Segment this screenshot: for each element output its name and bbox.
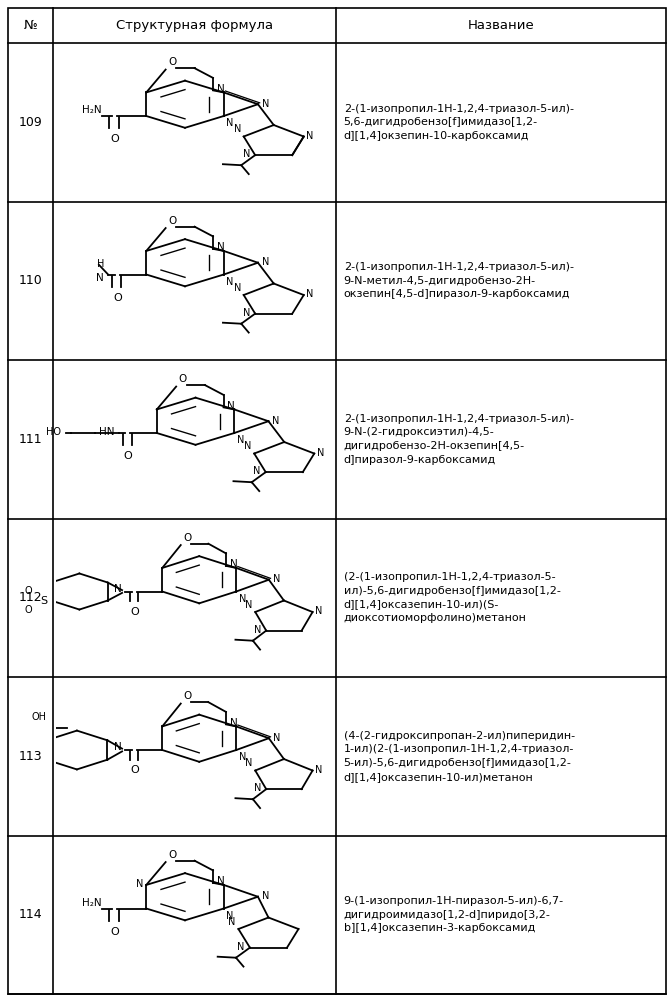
Text: N: N (254, 783, 261, 793)
Text: N: N (227, 401, 235, 411)
Text: O: O (110, 927, 119, 937)
Text: O: O (25, 586, 32, 596)
Text: N: N (245, 758, 253, 768)
Text: O: O (183, 691, 192, 701)
Text: H₂N: H₂N (82, 898, 101, 908)
Text: 110: 110 (19, 274, 42, 287)
Text: N: N (262, 99, 269, 109)
Text: N: N (253, 466, 261, 476)
Text: N: N (226, 911, 234, 921)
Text: N: N (230, 559, 237, 569)
Text: H₂N: H₂N (82, 105, 101, 115)
Text: N: N (315, 606, 323, 616)
Text: N: N (114, 742, 122, 752)
Text: N: N (234, 283, 241, 293)
Text: N: N (217, 876, 224, 886)
Text: N: N (217, 84, 224, 94)
Text: N: N (237, 942, 245, 952)
Text: N: N (239, 752, 246, 762)
Text: O: O (168, 57, 177, 67)
Text: O: O (168, 216, 177, 226)
Text: 2-(1-изопропил-1Н-1,2,4-триазол-5-ил)-
9-N-(2-гидроксиэтил)-4,5-
дигидробензо-2Н: 2-(1-изопропил-1Н-1,2,4-триазол-5-ил)- 9… (343, 414, 574, 465)
Text: N: N (97, 273, 104, 283)
Text: N: N (273, 733, 280, 743)
Text: N: N (317, 448, 325, 458)
Text: S: S (40, 596, 47, 606)
Text: 9-(1-изопропил-1Н-пиразол-5-ил)-6,7-
дигидроимидазо[1,2-d]пиридо[3,2-
b][1,4]окс: 9-(1-изопропил-1Н-пиразол-5-ил)-6,7- диг… (343, 896, 564, 933)
Text: O: O (130, 607, 139, 617)
Text: N: N (136, 879, 144, 889)
Text: O: O (124, 451, 132, 461)
Text: H: H (97, 259, 104, 269)
Text: 114: 114 (19, 908, 42, 921)
Text: N: N (228, 917, 236, 927)
Text: N: N (273, 574, 280, 584)
Text: 111: 111 (19, 433, 42, 446)
Text: Название: Название (468, 19, 534, 32)
Text: N: N (306, 289, 314, 299)
Text: 2-(1-изопропил-1Н-1,2,4-триазол-5-ил)-
9-N-метил-4,5-дигидробензо-2Н-
окзепин[4,: 2-(1-изопропил-1Н-1,2,4-триазол-5-ил)- 9… (343, 262, 574, 299)
Text: N: N (226, 118, 234, 128)
Text: N: N (237, 435, 244, 445)
Text: O: O (113, 293, 122, 303)
Text: (2-(1-изопропил-1Н-1,2,4-триазол-5-
ил)-5,6-дигидробензо[f]имидазо[1,2-
d][1,4]о: (2-(1-изопропил-1Н-1,2,4-триазол-5- ил)-… (343, 572, 560, 623)
Text: N: N (243, 149, 250, 159)
Text: HO: HO (46, 427, 60, 437)
Text: O: O (110, 134, 119, 144)
Text: N: N (244, 441, 251, 451)
Text: O: O (168, 850, 177, 860)
Text: N: N (226, 277, 234, 287)
Text: N: N (262, 257, 269, 267)
Text: 109: 109 (19, 116, 42, 129)
Text: O: O (179, 374, 187, 384)
Text: №: № (24, 19, 37, 32)
Text: OH: OH (32, 712, 46, 722)
Text: N: N (254, 625, 261, 635)
Text: 113: 113 (19, 750, 42, 763)
Text: N: N (217, 242, 224, 252)
Text: N: N (230, 718, 237, 728)
Text: N: N (239, 594, 246, 604)
Text: O: O (25, 605, 32, 615)
Text: 112: 112 (19, 591, 42, 604)
Text: HN: HN (99, 427, 115, 437)
Text: N: N (245, 600, 253, 610)
Text: O: O (183, 533, 192, 543)
Text: N: N (243, 308, 250, 318)
Text: N: N (306, 131, 314, 141)
FancyBboxPatch shape (8, 8, 666, 994)
Text: N: N (262, 891, 269, 901)
Text: N: N (114, 584, 122, 594)
Text: (4-(2-гидроксипропан-2-ил)пиперидин-
1-ил)(2-(1-изопропил-1Н-1,2,4-триазол-
5-ил: (4-(2-гидроксипропан-2-ил)пиперидин- 1-и… (343, 731, 575, 782)
Text: Структурная формула: Структурная формула (116, 19, 273, 32)
Text: O: O (130, 765, 139, 775)
Text: 2-(1-изопропил-1Н-1,2,4-триазол-5-ил)-
5,6-дигидробензо[f]имидазо[1,2-
d][1,4]ок: 2-(1-изопропил-1Н-1,2,4-триазол-5-ил)- 5… (343, 104, 574, 141)
Text: N: N (272, 416, 280, 426)
Text: N: N (315, 765, 323, 775)
Text: N: N (234, 124, 241, 134)
